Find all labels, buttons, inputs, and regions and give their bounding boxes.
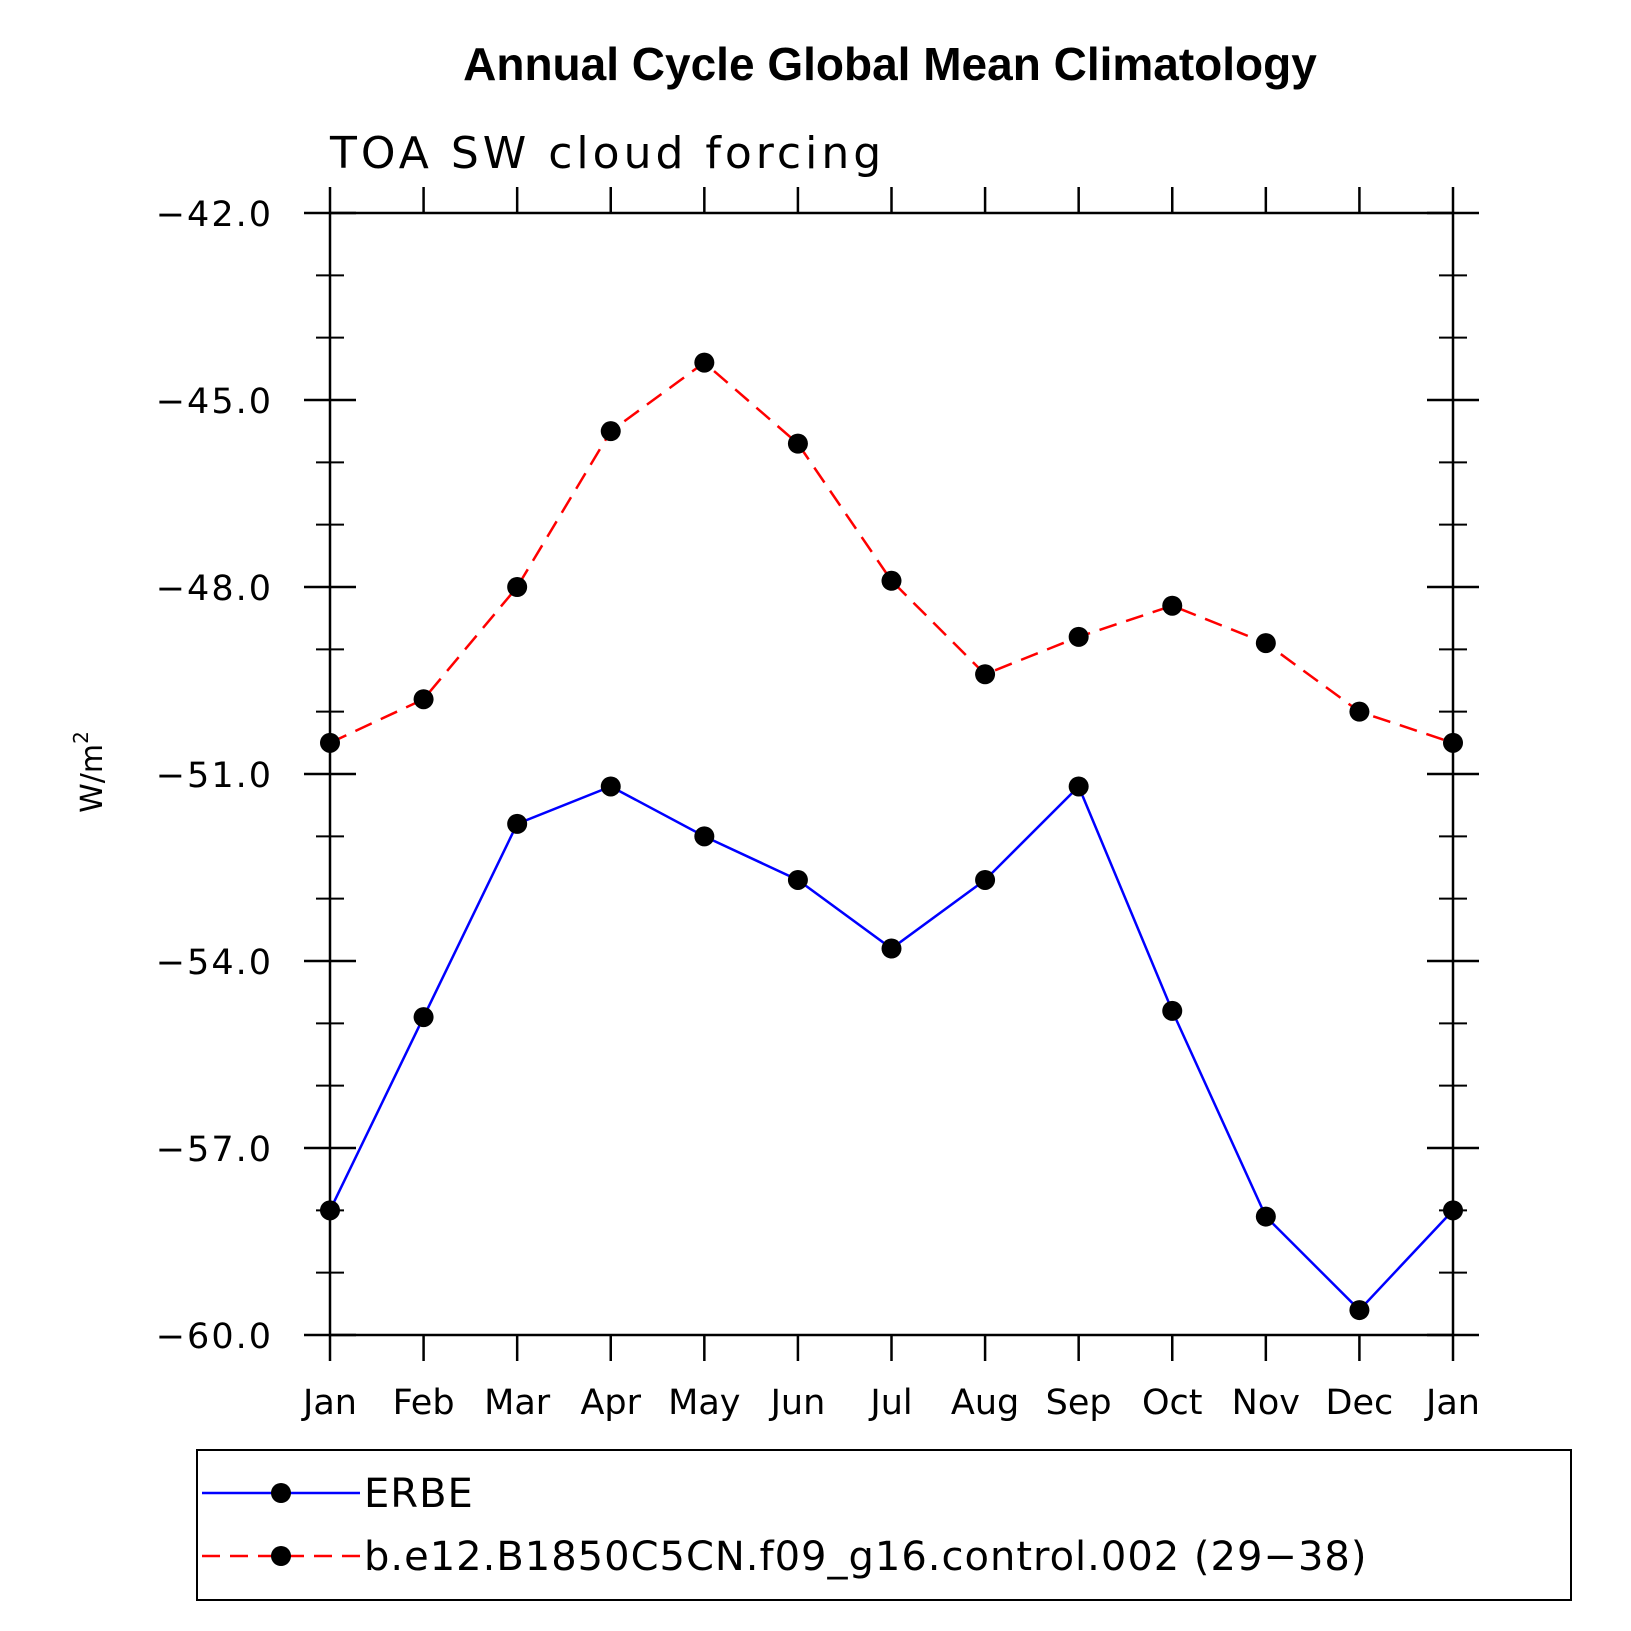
x-tick-label: Sep (1046, 1383, 1112, 1423)
x-tick-label: Jan (301, 1383, 357, 1423)
data-point (320, 1200, 340, 1221)
data-point (413, 1007, 434, 1028)
data-point (787, 869, 808, 890)
data-point (881, 570, 902, 591)
y-axis-label-superscript: 2 (69, 731, 93, 744)
tick-labels: Jan Feb Mar Apr May Jun Jul Aug Sep Oct Nov Dec Jan−… (156, 195, 1480, 1423)
x-tick-label: Mar (484, 1383, 551, 1423)
data-point (694, 826, 715, 847)
data-point (600, 421, 621, 442)
x-tick-label: Aug (951, 1383, 1019, 1423)
data-point (787, 433, 808, 454)
x-tick-label: Jun (769, 1383, 826, 1423)
chart-subtitle: TOA SW cloud forcing (329, 128, 885, 179)
y-tick-label: −54.0 (156, 943, 273, 983)
data-point (975, 869, 996, 890)
x-tick-label: May (668, 1383, 740, 1423)
x-tick-label: Jul (868, 1383, 912, 1423)
series-line (328, 784, 1454, 1312)
data-point (1255, 633, 1276, 654)
plot-border (328, 211, 1455, 1337)
y-tick-label: −57.0 (156, 1130, 273, 1170)
y-tick-label: −60.0 (156, 1317, 273, 1357)
legend-label: ERBE (364, 1471, 474, 1517)
x-tick-label: Feb (393, 1383, 455, 1423)
data-point (881, 938, 902, 959)
chart-title: Annual Cycle Global Mean Climatology (463, 38, 1317, 90)
legend: ERBE b.e12.B1850C5CN.f09_g16.control.002 … (196, 1449, 1572, 1601)
y-tick-label: −51.0 (156, 756, 273, 796)
legend-marker (271, 1483, 291, 1503)
plot-frame (328, 211, 1455, 1337)
series-1 (320, 352, 1463, 753)
data-point (1068, 626, 1089, 647)
series-layer (320, 352, 1463, 1321)
data-point (1162, 1000, 1183, 1021)
x-tick-label: Nov (1232, 1383, 1300, 1423)
series-0 (320, 776, 1463, 1321)
x-tick-label: Dec (1326, 1383, 1394, 1423)
legend-marker (271, 1546, 291, 1566)
x-tick-label: Jan (1424, 1383, 1480, 1423)
data-point (694, 352, 715, 373)
y-axis-label-text: W/m (75, 744, 110, 813)
y-tick-label: −48.0 (156, 569, 273, 609)
data-point (1255, 1206, 1276, 1227)
data-point (975, 664, 996, 685)
svg-text:W/m2: W/m2 (69, 731, 110, 813)
x-tick-label: Apr (580, 1383, 641, 1423)
data-point (507, 577, 528, 597)
legend-label: b.e12.B1850C5CN.f09_g16.control.002 (29−… (364, 1534, 1367, 1580)
data-point (320, 732, 340, 753)
data-point (507, 813, 528, 834)
axis-ticks (304, 187, 1479, 1361)
data-point (1349, 1300, 1370, 1321)
x-tick-label: Oct (1142, 1383, 1203, 1423)
series-line (329, 361, 1454, 745)
data-point (600, 776, 621, 797)
legend-box (196, 1449, 1572, 1601)
data-point (1349, 701, 1370, 722)
y-axis-label: W/m2 (69, 731, 110, 813)
y-tick-label: −42.0 (156, 195, 273, 235)
data-point (1068, 776, 1089, 797)
data-point (1162, 595, 1183, 616)
data-point (413, 689, 434, 710)
data-point (1443, 1200, 1463, 1221)
data-point (1443, 732, 1463, 753)
y-tick-label: −45.0 (156, 382, 273, 422)
